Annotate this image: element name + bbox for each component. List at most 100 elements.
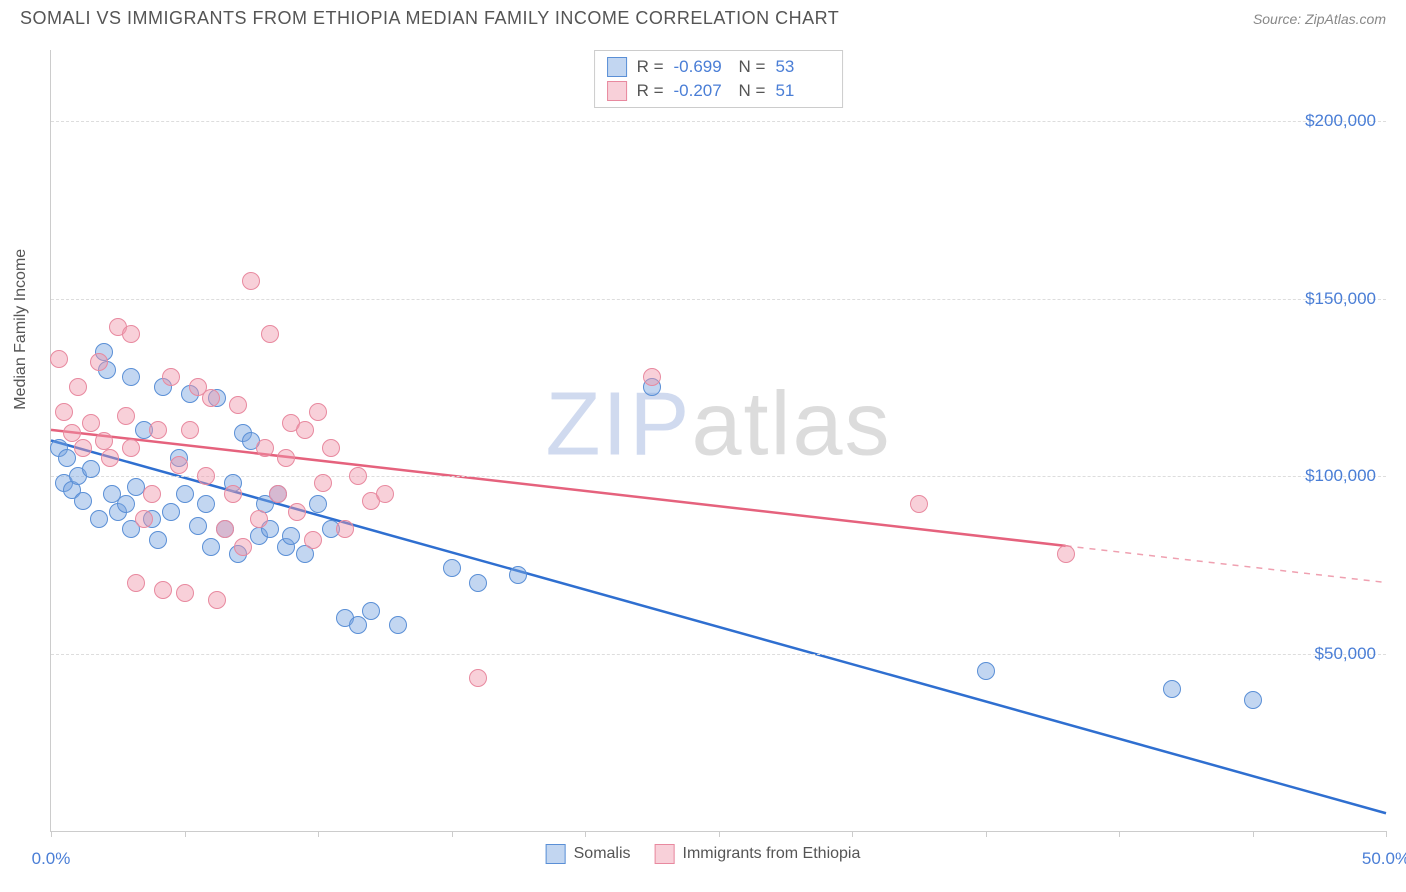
scatter-point-somalis bbox=[122, 368, 140, 386]
source-attribution: Source: ZipAtlas.com bbox=[1253, 11, 1386, 27]
y-axis-title: Median Family Income bbox=[12, 248, 30, 409]
scatter-point-ethiopia bbox=[1057, 545, 1075, 563]
scatter-point-ethiopia bbox=[55, 403, 73, 421]
scatter-point-ethiopia bbox=[176, 584, 194, 602]
x-tick bbox=[719, 831, 720, 837]
stats-row-ethiopia: R = -0.207 N = 51 bbox=[607, 79, 831, 103]
scatter-point-ethiopia bbox=[149, 421, 167, 439]
scatter-point-ethiopia bbox=[101, 449, 119, 467]
scatter-point-ethiopia bbox=[288, 503, 306, 521]
scatter-point-ethiopia bbox=[122, 439, 140, 457]
scatter-point-somalis bbox=[202, 538, 220, 556]
legend-item-somalis: Somalis bbox=[546, 844, 631, 864]
scatter-point-somalis bbox=[90, 510, 108, 528]
scatter-point-somalis bbox=[1244, 691, 1262, 709]
bottom-legend: Somalis Immigrants from Ethiopia bbox=[546, 844, 861, 864]
scatter-point-somalis bbox=[282, 527, 300, 545]
scatter-point-ethiopia bbox=[122, 325, 140, 343]
scatter-point-somalis bbox=[162, 503, 180, 521]
scatter-point-somalis bbox=[197, 495, 215, 513]
chart-title: SOMALI VS IMMIGRANTS FROM ETHIOPIA MEDIA… bbox=[20, 8, 839, 29]
scatter-point-ethiopia bbox=[469, 669, 487, 687]
scatter-point-ethiopia bbox=[154, 581, 172, 599]
gridline bbox=[51, 654, 1386, 655]
scatter-point-ethiopia bbox=[224, 485, 242, 503]
scatter-point-ethiopia bbox=[309, 403, 327, 421]
scatter-point-somalis bbox=[117, 495, 135, 513]
legend-item-ethiopia: Immigrants from Ethiopia bbox=[655, 844, 861, 864]
x-tick bbox=[1253, 831, 1254, 837]
scatter-point-ethiopia bbox=[162, 368, 180, 386]
scatter-point-ethiopia bbox=[322, 439, 340, 457]
x-tick bbox=[51, 831, 52, 837]
swatch-somalis bbox=[607, 57, 627, 77]
scatter-point-ethiopia bbox=[304, 531, 322, 549]
scatter-point-ethiopia bbox=[910, 495, 928, 513]
scatter-point-ethiopia bbox=[242, 272, 260, 290]
x-tick bbox=[185, 831, 186, 837]
scatter-point-somalis bbox=[509, 566, 527, 584]
scatter-point-ethiopia bbox=[234, 538, 252, 556]
scatter-point-somalis bbox=[149, 531, 167, 549]
scatter-point-ethiopia bbox=[314, 474, 332, 492]
scatter-point-somalis bbox=[389, 616, 407, 634]
scatter-point-ethiopia bbox=[256, 439, 274, 457]
x-tick bbox=[318, 831, 319, 837]
scatter-point-ethiopia bbox=[170, 456, 188, 474]
scatter-point-ethiopia bbox=[269, 485, 287, 503]
trendline-dash-ethiopia bbox=[1066, 546, 1386, 583]
x-tick bbox=[1386, 831, 1387, 837]
scatter-point-somalis bbox=[82, 460, 100, 478]
scatter-point-somalis bbox=[1163, 680, 1181, 698]
scatter-point-somalis bbox=[349, 616, 367, 634]
y-tick-label: $150,000 bbox=[1305, 289, 1376, 309]
scatter-point-ethiopia bbox=[143, 485, 161, 503]
trendline-somalis bbox=[51, 441, 1386, 814]
scatter-point-ethiopia bbox=[376, 485, 394, 503]
scatter-point-somalis bbox=[189, 517, 207, 535]
x-tick bbox=[852, 831, 853, 837]
scatter-point-ethiopia bbox=[69, 378, 87, 396]
scatter-point-ethiopia bbox=[117, 407, 135, 425]
scatter-point-ethiopia bbox=[349, 467, 367, 485]
scatter-point-ethiopia bbox=[277, 449, 295, 467]
legend-swatch-somalis bbox=[546, 844, 566, 864]
scatter-point-ethiopia bbox=[127, 574, 145, 592]
x-tick bbox=[585, 831, 586, 837]
scatter-point-somalis bbox=[74, 492, 92, 510]
scatter-point-ethiopia bbox=[261, 325, 279, 343]
chart-plot-area: Median Family Income ZIPatlas R = -0.699… bbox=[50, 50, 1386, 832]
scatter-point-ethiopia bbox=[181, 421, 199, 439]
x-tick bbox=[986, 831, 987, 837]
y-tick-label: $200,000 bbox=[1305, 111, 1376, 131]
gridline bbox=[51, 299, 1386, 300]
scatter-point-ethiopia bbox=[82, 414, 100, 432]
scatter-point-ethiopia bbox=[90, 353, 108, 371]
scatter-point-ethiopia bbox=[229, 396, 247, 414]
scatter-point-somalis bbox=[176, 485, 194, 503]
scatter-point-ethiopia bbox=[296, 421, 314, 439]
x-tick bbox=[1119, 831, 1120, 837]
scatter-point-ethiopia bbox=[216, 520, 234, 538]
x-tick bbox=[452, 831, 453, 837]
scatter-point-ethiopia bbox=[74, 439, 92, 457]
y-tick-label: $100,000 bbox=[1305, 466, 1376, 486]
scatter-point-ethiopia bbox=[135, 510, 153, 528]
scatter-point-somalis bbox=[443, 559, 461, 577]
scatter-point-ethiopia bbox=[197, 467, 215, 485]
y-tick-label: $50,000 bbox=[1315, 644, 1376, 664]
stats-row-somalis: R = -0.699 N = 53 bbox=[607, 55, 831, 79]
scatter-point-somalis bbox=[309, 495, 327, 513]
scatter-point-somalis bbox=[977, 662, 995, 680]
x-tick-label: 0.0% bbox=[32, 849, 71, 869]
scatter-point-ethiopia bbox=[336, 520, 354, 538]
scatter-point-ethiopia bbox=[250, 510, 268, 528]
scatter-point-ethiopia bbox=[50, 350, 68, 368]
scatter-point-ethiopia bbox=[643, 368, 661, 386]
swatch-ethiopia bbox=[607, 81, 627, 101]
x-tick-label: 50.0% bbox=[1362, 849, 1406, 869]
scatter-point-somalis bbox=[362, 602, 380, 620]
gridline bbox=[51, 121, 1386, 122]
scatter-point-ethiopia bbox=[95, 432, 113, 450]
scatter-point-somalis bbox=[58, 449, 76, 467]
